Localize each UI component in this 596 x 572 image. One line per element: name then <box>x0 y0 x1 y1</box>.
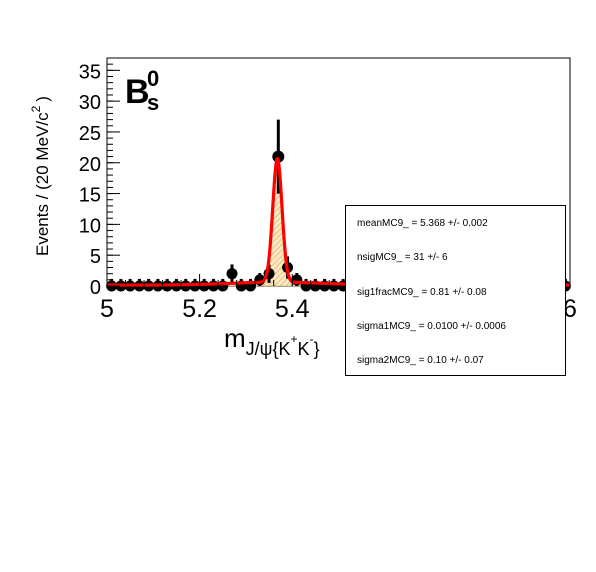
y-tick-label: 25 <box>79 123 101 145</box>
axes-layer: 55.25.45.65.8605101520253035 <box>79 57 577 323</box>
svg-text:Events / (20 MeV/c2): Events / (20 MeV/c2) <box>29 96 52 256</box>
y-tick-label: 20 <box>79 154 101 176</box>
fit-parameters-box: meanMC9_ = 5.368 +/- 0.002 nsigMC9_ = 31… <box>345 205 566 376</box>
y-tick-label: 5 <box>90 246 101 268</box>
y-tick-label: 30 <box>79 92 101 114</box>
stat-nsig: nsigMC9_ = 31 +/- 6 <box>357 252 448 263</box>
y-tick-label: 15 <box>79 185 101 207</box>
data-marker <box>226 268 238 280</box>
x-tick-label: 5 <box>100 295 114 323</box>
stat-sigma2: sigma2MC9_ = 0.10 +/- 0.07 <box>357 355 484 366</box>
chart-title-subscript: s <box>147 90 159 115</box>
x-tick-label: 6 <box>563 295 577 323</box>
stat-sig1frac: sig1fracMC9_ = 0.81 +/- 0.08 <box>357 287 487 298</box>
data-point <box>226 264 238 283</box>
y-tick-label: 35 <box>79 61 101 83</box>
chart-title-superscript: 0 <box>147 66 159 91</box>
stat-sigma1: sigma1MC9_ = 0.0100 +/- 0.0006 <box>357 321 506 332</box>
stat-mean: meanMC9_ = 5.368 +/- 0.002 <box>357 218 488 229</box>
y-tick-label: 0 <box>90 277 101 299</box>
x-tick-label: 5.4 <box>275 295 310 323</box>
y-axis-label: Events / (20 MeV/c2) <box>29 96 52 256</box>
x-axis-label: mJ/ψ{K+K-} <box>224 323 320 359</box>
x-tick-label: 5.2 <box>182 295 217 323</box>
chart-title: B <box>125 73 150 111</box>
y-tick-label: 10 <box>79 215 101 237</box>
